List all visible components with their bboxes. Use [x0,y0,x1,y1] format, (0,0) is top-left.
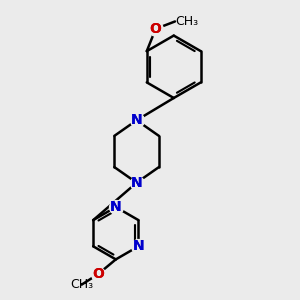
Text: N: N [131,176,142,190]
Text: N: N [133,239,144,253]
Text: N: N [131,113,142,127]
Text: O: O [92,267,104,281]
Text: O: O [150,22,162,36]
Text: N: N [110,200,122,214]
Text: N: N [131,113,142,127]
Text: N: N [133,239,144,253]
Text: CH₃: CH₃ [70,278,93,291]
Text: CH₃: CH₃ [175,15,198,28]
Text: N: N [131,176,142,190]
Text: O: O [150,22,162,36]
Text: N: N [110,200,122,214]
Text: O: O [92,267,104,281]
